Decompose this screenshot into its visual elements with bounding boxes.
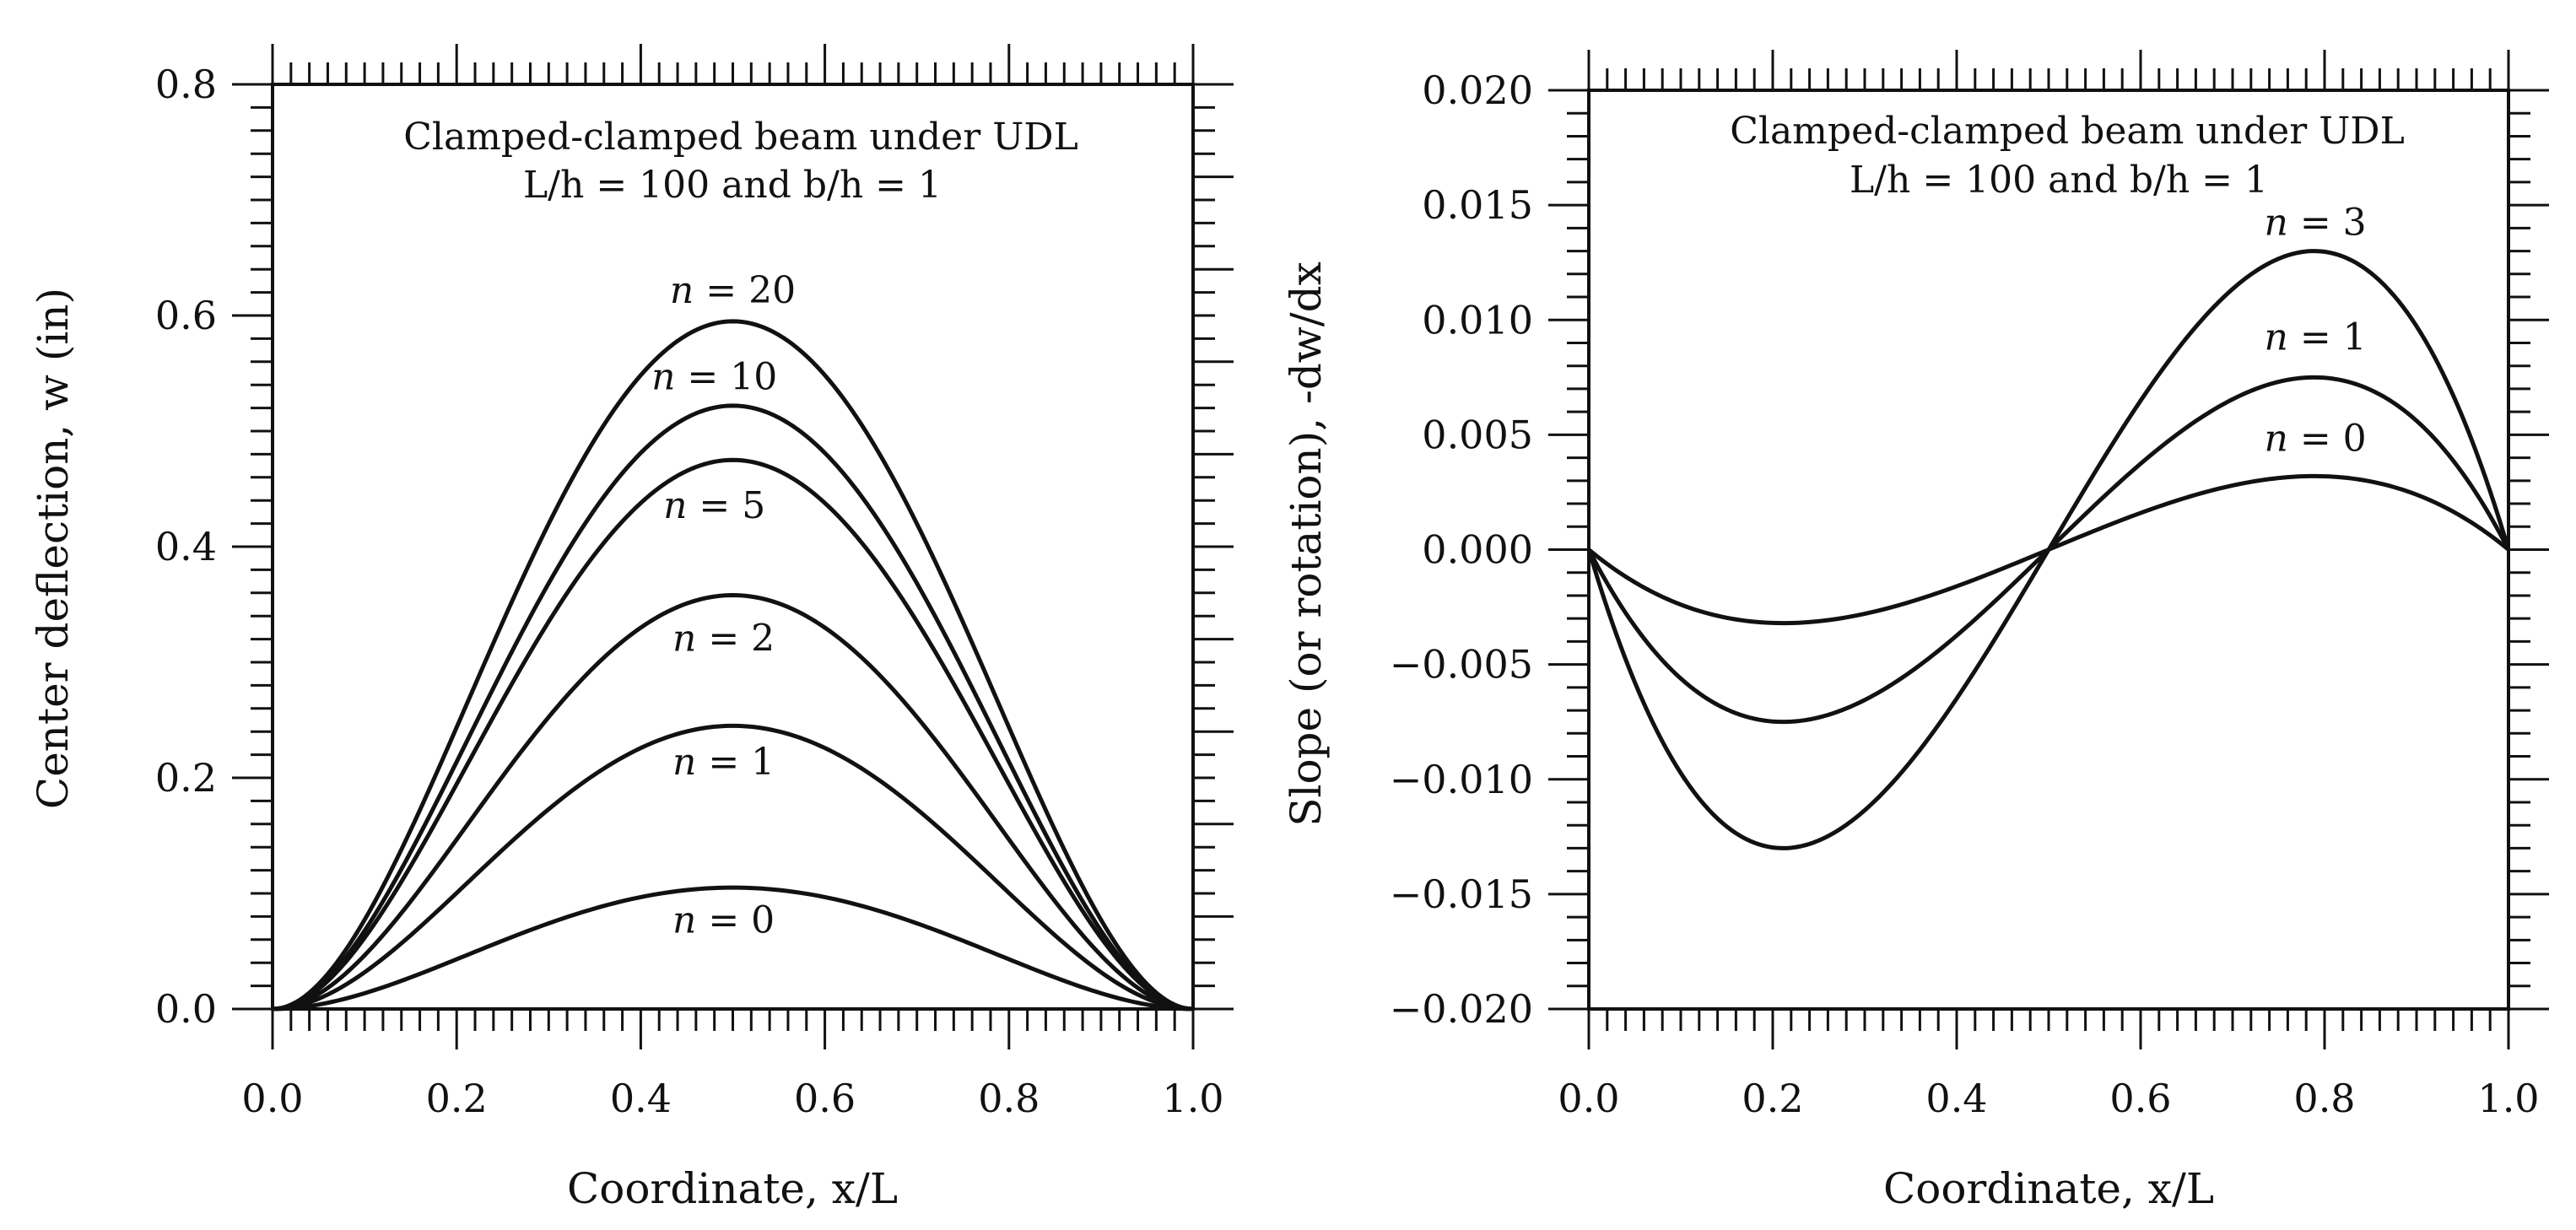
deflection-x-tick-labels: 0.0 0.2 0.4 0.6 0.8 1.0 [241,1076,1223,1121]
deflection-curve-n1 [272,723,1194,1012]
deflection-x-tick-label: 0.0 [241,1076,303,1121]
deflection-y-tick-label: 0.2 [155,755,217,801]
deflection-curve-n0 [272,885,1194,1012]
slope-title-line-1: Clamped-clamped beam under UDL [1730,110,2405,153]
slope-y-tick-label: −0.015 [1390,871,1533,917]
slope-x-tick-label: 0.2 [1742,1076,1803,1121]
deflection-x-tick-label: 1.0 [1162,1076,1223,1121]
slope-y-tick-label: −0.005 [1390,642,1533,688]
slope-y-tick-label: −0.010 [1390,757,1533,802]
slope-curve-label: n = 0 [2265,417,2367,460]
deflection-y-tick-labels: 0.0 0.2 0.4 0.6 0.8 [155,62,217,1032]
slope-y-tick-label: 0.010 [1422,297,1533,343]
deflection-x-axis-label: Coordinate, x/L [567,1164,898,1213]
deflection-title-line-1: Clamped-clamped beam under UDL [403,116,1078,159]
slope-y-tick-label: 0.015 [1422,182,1533,228]
deflection-curve-label: n = 1 [672,741,775,784]
slope-ticks [1548,50,2549,1049]
deflection-y-axis-label: Center deflection, w (in) [29,288,78,809]
deflection-curve-n2 [272,593,1194,1012]
deflection-curve-n20 [272,319,1194,1012]
deflection-y-tick-label: 0.6 [155,293,217,338]
slope-y-axis-label: Slope (or rotation), -dw/dx [1282,262,1331,827]
deflection-title-line-2: L/h = 100 and b/h = 1 [523,164,942,207]
deflection-x-tick-label: 0.8 [978,1076,1040,1121]
slope-x-tick-label: 0.4 [1925,1076,1987,1121]
deflection-x-tick-label: 0.6 [794,1076,856,1121]
deflection-curves [272,319,1194,1012]
slope-curve-label: n = 3 [2265,202,2367,245]
slope-x-tick-label: 0.0 [1558,1076,1619,1121]
slope-x-tick-label: 0.8 [2293,1076,2355,1121]
slope-title-line-2: L/h = 100 and b/h = 1 [1850,159,2268,202]
deflection-curve-n10 [272,403,1194,1012]
slope-y-tick-label: 0.000 [1422,527,1533,573]
slope-x-axis-label: Coordinate, x/L [1883,1164,2214,1213]
slope-curve-labels: n = 0 n = 1 n = 3 [2265,202,2367,461]
deflection-curve-label: n = 20 [670,269,796,312]
deflection-curve-label: n = 0 [672,899,775,942]
deflection-curve-label: n = 5 [663,484,765,527]
slope-y-tick-label: −0.020 [1390,986,1533,1032]
slope-x-tick-label: 0.6 [2109,1076,2171,1121]
slope-curves [1586,249,2511,850]
deflection-curve-label: n = 2 [672,617,775,660]
deflection-curve-label: n = 10 [651,356,777,399]
deflection-curve-n5 [272,457,1194,1012]
deflection-y-tick-label: 0.8 [155,62,217,107]
slope-y-tick-label: 0.005 [1422,412,1533,457]
deflection-y-tick-label: 0.0 [155,986,217,1032]
slope-x-tick-labels: 0.0 0.2 0.4 0.6 0.8 1.0 [1558,1076,2539,1121]
slope-chart: 0.020 0.015 0.010 0.005 0.000 −0.005 −0.010 −0.… [1282,50,2549,1213]
deflection-ticks [232,44,1234,1049]
slope-x-tick-label: 1.0 [2477,1076,2539,1121]
deflection-y-tick-label: 0.4 [155,524,217,569]
deflection-x-tick-label: 0.2 [426,1076,488,1121]
slope-y-tick-labels: 0.020 0.015 0.010 0.005 0.000 −0.005 −0.010 −0.… [1390,67,1533,1032]
slope-y-tick-label: 0.020 [1422,67,1533,113]
slope-curve-n3 [1586,249,2511,850]
slope-curve-label: n = 1 [2265,316,2367,359]
deflection-chart: 0.0 0.2 0.4 0.6 0.8 0.0 0.2 0.4 0.6 0.8 1.0 n = 0… [29,44,1234,1213]
deflection-x-tick-label: 0.4 [610,1076,672,1121]
deflection-curve-labels: n = 0 n = 1 n = 2 n = 5 n = 10 n = 20 [651,269,796,942]
